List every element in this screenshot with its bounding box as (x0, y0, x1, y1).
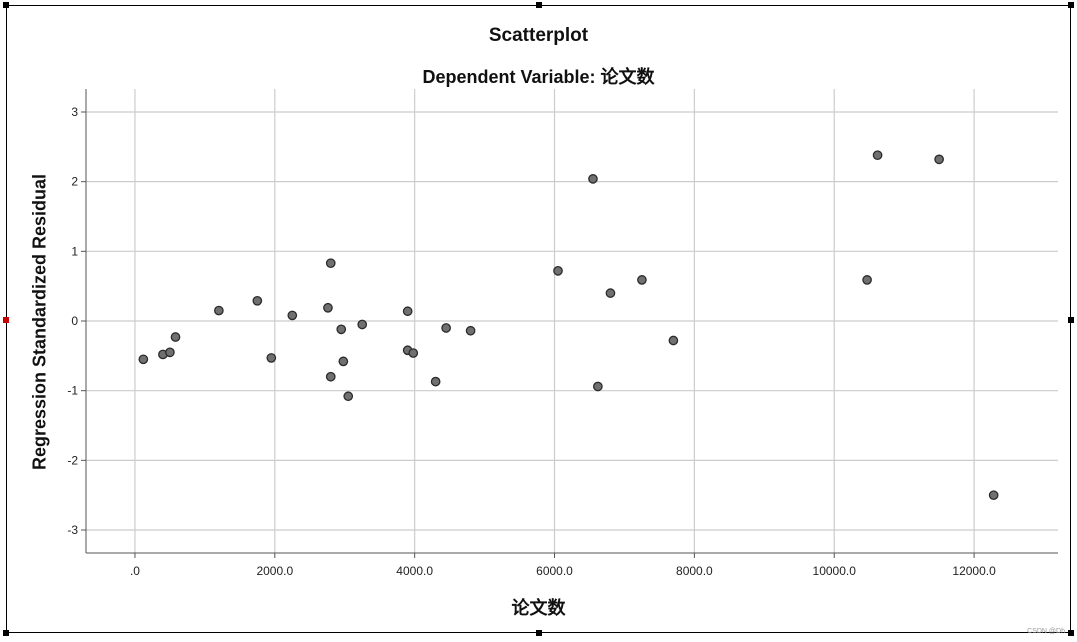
resize-handle-top-left[interactable] (3, 2, 9, 8)
scatter-point (252, 295, 263, 306)
watermark: CSDN @Dh (1027, 628, 1065, 635)
y-tick-label: 3 (71, 105, 78, 119)
scatter-point (668, 335, 679, 346)
scatter-point (862, 275, 872, 285)
scatter-point (593, 381, 603, 392)
scatter-point (441, 323, 451, 333)
y-tick-label: -1 (67, 384, 78, 398)
y-tick-label: -3 (67, 523, 78, 537)
x-tick-label: 2000.0 (256, 564, 293, 578)
y-tick-label: 2 (71, 175, 78, 189)
scatter-point (553, 265, 563, 276)
scatter-point (872, 150, 883, 161)
resize-handle-bottom-center[interactable] (536, 630, 542, 636)
resize-handle-middle-left[interactable] (3, 317, 9, 323)
scatter-point (214, 305, 224, 316)
x-tick-label: 10000.0 (813, 564, 857, 578)
y-tick-label: 0 (71, 314, 78, 328)
x-tick-label: 8000.0 (676, 564, 713, 578)
scatter-point (637, 275, 647, 285)
x-axis-label: 论文数 (511, 598, 566, 618)
resize-handle-top-right[interactable] (1068, 2, 1074, 8)
resize-handle-bottom-left[interactable] (3, 630, 9, 636)
scatter-point (402, 306, 413, 317)
scatter-point (357, 319, 368, 330)
scatter-point (588, 174, 598, 184)
scatter-point (430, 376, 441, 387)
scatter-point (170, 332, 181, 342)
scatter-point (325, 258, 336, 269)
scatter-point (343, 391, 354, 402)
scatter-point (138, 354, 149, 365)
y-tick-label: 1 (71, 244, 78, 258)
scatter-point (336, 324, 347, 335)
scatter-point (266, 353, 277, 363)
chart-subtitle: Dependent Variable: 论文数 (422, 67, 655, 87)
chart-title: Scatterplot (488, 25, 589, 46)
x-tick-label: 6000.0 (536, 564, 573, 578)
scatter-point (338, 356, 349, 367)
x-tick-label: 12000.0 (952, 564, 996, 578)
resize-handle-middle-right[interactable] (1068, 317, 1074, 323)
scatter-point (408, 348, 419, 358)
y-axis-label: Regression Standardized Residual (29, 173, 50, 471)
scatter-point (465, 325, 476, 336)
x-tick-label: .0 (130, 564, 140, 578)
scatter-point (287, 310, 298, 321)
scatter-point (988, 490, 999, 501)
scatter-point (605, 288, 616, 298)
scatter-point (325, 371, 336, 382)
resize-handle-top-center[interactable] (536, 2, 542, 8)
scatter-point (165, 347, 175, 358)
y-tick-label: -2 (67, 453, 78, 467)
scatter-point (934, 154, 944, 165)
resize-handle-bottom-right[interactable] (1068, 630, 1074, 636)
x-tick-label: 4000.0 (396, 564, 433, 578)
scatter-point (323, 302, 333, 313)
